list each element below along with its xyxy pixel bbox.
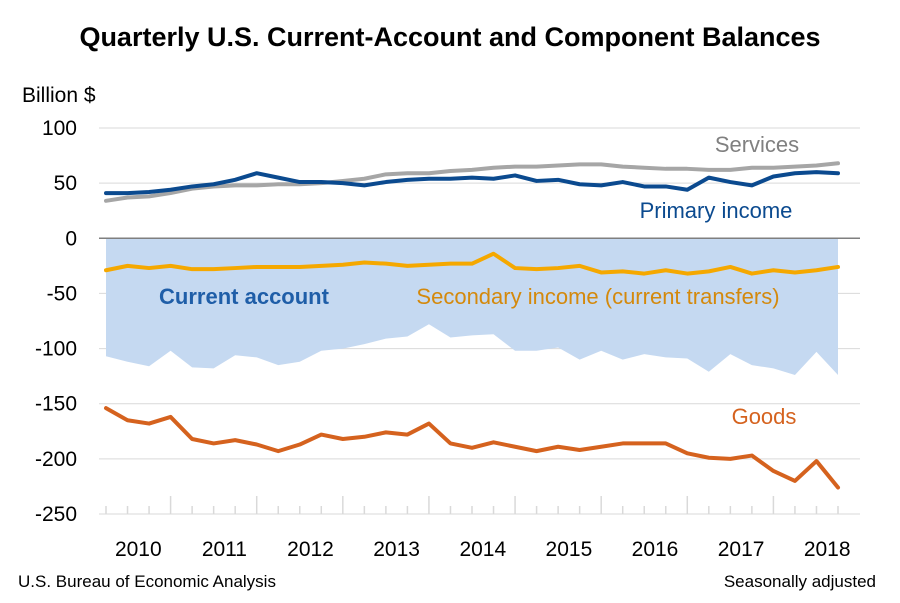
x-tick-label: 2014 [459, 538, 506, 561]
x-tick-label: 2010 [115, 538, 162, 561]
series-line-secondary-income-current-transfers [104, 251, 840, 276]
x-tick-label: 2016 [632, 538, 679, 561]
y-tick-label: -150 [35, 393, 77, 416]
y-axis-unit: Billion $ [22, 84, 96, 107]
series-label-goods: Goods [732, 404, 797, 429]
series-label-current-account: Current account [159, 284, 330, 309]
series-label-primary-income: Primary income [640, 198, 793, 223]
y-tick-label: -100 [35, 338, 77, 361]
x-tick-label: 2018 [804, 538, 851, 561]
y-tick-label: -200 [35, 448, 77, 471]
y-tick-label: -250 [35, 503, 77, 526]
x-tick-label: 2013 [373, 538, 420, 561]
x-tick-label: 2017 [718, 538, 765, 561]
seasonal-note: Seasonally adjusted [724, 572, 876, 591]
y-tick-label: 50 [54, 172, 77, 195]
series-label-services: Services [715, 132, 799, 157]
y-tick-label: 100 [42, 117, 77, 140]
series-lines [104, 161, 840, 490]
y-tick-label: -50 [47, 282, 77, 305]
series-line-goods [104, 406, 840, 490]
series-line-primary-income [104, 170, 840, 196]
x-tick-label: 2012 [287, 538, 334, 561]
series-label-secondary-income: Secondary income (current transfers) [416, 284, 779, 309]
x-tick-label: 2015 [546, 538, 593, 561]
y-tick-labels: 100 50 0 -50 -100 -150 -200 -250 [35, 117, 77, 526]
x-tick-label: 2011 [202, 538, 247, 561]
series-line-services [104, 161, 840, 203]
source-note: U.S. Bureau of Economic Analysis [18, 572, 276, 591]
chart-title: Quarterly U.S. Current-Account and Compo… [79, 22, 820, 52]
x-axis: 2010 2011 2012 2013 2014 2015 2016 2017 2018 [105, 496, 851, 561]
y-tick-label: 0 [65, 227, 77, 250]
